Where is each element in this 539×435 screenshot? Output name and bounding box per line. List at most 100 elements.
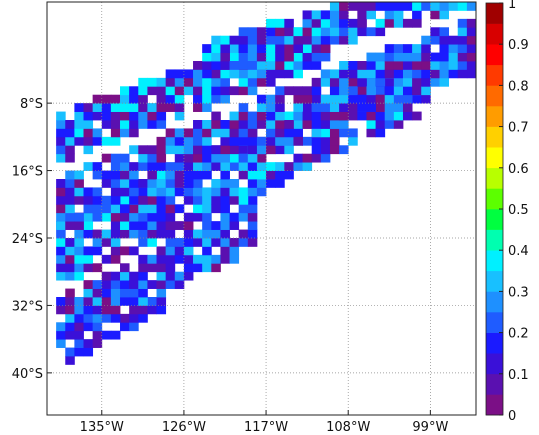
heatmap-cell	[147, 204, 157, 214]
heatmap-cell	[156, 86, 167, 96]
heatmap-cell	[74, 313, 84, 323]
heatmap-cell	[174, 271, 185, 281]
heatmap-cell	[83, 246, 94, 256]
heatmap-cell	[275, 27, 285, 37]
heatmap-cell	[329, 35, 340, 45]
heatmap-cell	[339, 27, 349, 37]
heatmap-cell	[165, 128, 176, 138]
heatmap-cell	[92, 187, 103, 197]
heatmap-cell	[284, 27, 294, 37]
heatmap-cell	[320, 153, 331, 163]
heatmap-cell	[238, 238, 249, 247]
heatmap-cell	[402, 2, 413, 11]
heatmap-cell	[211, 61, 221, 70]
heatmap-cell	[220, 69, 230, 79]
heatmap-cell	[138, 263, 148, 273]
heatmap-cell	[311, 27, 322, 37]
heatmap-cell	[56, 204, 66, 214]
heatmap-cell	[393, 120, 404, 129]
colorbar-segment	[486, 394, 503, 416]
heatmap-cell	[293, 69, 303, 79]
heatmap-cell	[275, 35, 285, 45]
heatmap-cell	[165, 86, 176, 96]
heatmap-cell	[65, 305, 75, 315]
heatmap-cell	[193, 103, 203, 112]
colorbar-tick-label: 0.4	[508, 244, 529, 259]
heatmap-cell	[348, 111, 358, 121]
heatmap-cell	[266, 35, 276, 45]
heatmap-cell	[92, 322, 103, 332]
heatmap-cell	[256, 136, 267, 146]
heatmap-cell	[211, 162, 221, 171]
heatmap-cell	[348, 27, 358, 37]
heatmap-cell	[384, 77, 395, 87]
heatmap-cell	[83, 120, 94, 129]
heatmap-cell	[165, 195, 176, 205]
heatmap-cell	[275, 69, 285, 79]
heatmap-cell	[74, 347, 84, 357]
heatmap-cell	[375, 103, 386, 112]
heatmap-cell	[183, 77, 194, 87]
heatmap-cell	[101, 305, 112, 315]
heatmap-cell	[366, 120, 376, 129]
heatmap-cell	[83, 103, 94, 112]
heatmap-cell	[211, 229, 221, 239]
heatmap-cell	[329, 27, 340, 37]
heatmap-cell	[193, 254, 203, 264]
heatmap-cell	[247, 238, 258, 247]
heatmap-cell	[247, 153, 258, 163]
heatmap-cell	[74, 339, 84, 348]
heatmap-cell	[120, 297, 130, 306]
heatmap-cell	[74, 297, 84, 306]
heatmap-cell	[156, 297, 167, 306]
heatmap-cell	[211, 77, 221, 87]
heatmap-cell	[293, 120, 303, 129]
heatmap-cell	[421, 61, 431, 70]
heatmap-cell	[202, 120, 212, 129]
x-tick-label: 99°W	[412, 420, 448, 435]
heatmap-cell	[156, 280, 167, 289]
heatmap-cell	[138, 305, 148, 315]
heatmap-cell	[229, 111, 240, 121]
heatmap-cell	[83, 297, 94, 306]
heatmap-cell	[348, 2, 358, 11]
heatmap-cell	[293, 128, 303, 138]
heatmap-cell	[120, 103, 130, 112]
heatmap-cell	[421, 35, 431, 45]
heatmap-cell	[266, 52, 276, 62]
heatmap-cell	[339, 61, 349, 70]
heatmap-cell	[183, 153, 194, 163]
heatmap-cell	[65, 297, 75, 306]
heatmap-cell	[193, 187, 203, 197]
heatmap-cell	[83, 347, 94, 357]
heatmap-cell	[430, 27, 440, 37]
heatmap-cell	[357, 111, 367, 121]
heatmap-cell	[229, 145, 240, 155]
heatmap-cell	[329, 103, 340, 112]
heatmap-cell	[120, 179, 130, 188]
heatmap-cell	[183, 212, 194, 222]
heatmap-cell	[275, 162, 285, 171]
heatmap-cell	[339, 35, 349, 45]
heatmap-cell	[211, 179, 221, 188]
heatmap-cell	[339, 69, 349, 79]
heatmap-cell	[266, 111, 276, 121]
heatmap-cell	[366, 27, 376, 37]
heatmap-cell	[74, 179, 84, 188]
heatmap-cell	[247, 162, 258, 171]
colorbar-tick-label: 0.5	[508, 203, 529, 218]
heatmap-cell	[165, 136, 176, 146]
heatmap-cell	[138, 120, 148, 129]
colorbar-segment	[486, 291, 503, 313]
heatmap-cell	[256, 153, 267, 163]
heatmap-cell	[457, 27, 468, 37]
heatmap-cell	[92, 297, 103, 306]
heatmap-cell	[129, 94, 139, 104]
heatmap-cell	[56, 179, 66, 188]
heatmap-cell	[129, 322, 139, 332]
heatmap-cell	[110, 204, 121, 214]
heatmap-cell	[56, 221, 66, 230]
heatmap-cell	[329, 128, 340, 138]
heatmap-cell	[120, 128, 130, 138]
heatmap-cell	[110, 128, 121, 138]
